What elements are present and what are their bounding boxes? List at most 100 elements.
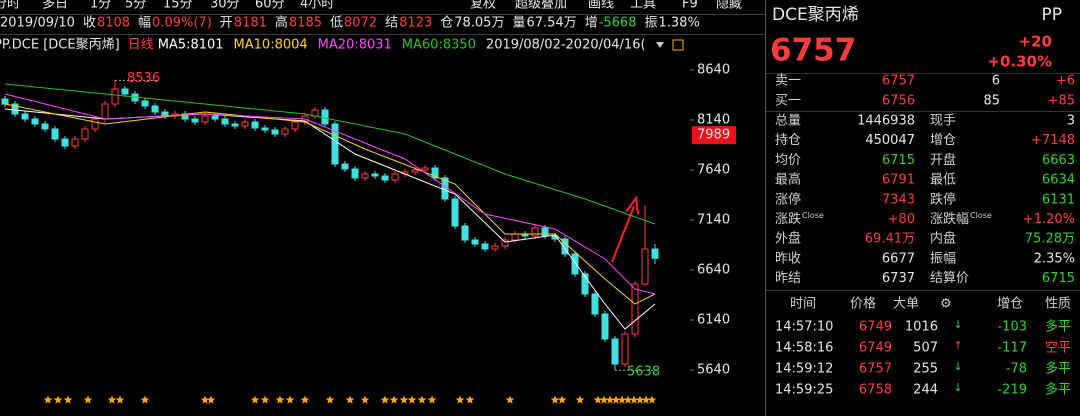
trade-oi-change: -117 — [997, 341, 1027, 356]
event-star[interactable] — [260, 395, 270, 404]
event-star[interactable] — [63, 395, 73, 404]
candle-body — [231, 123, 239, 127]
stat-label: 内盘 — [930, 231, 956, 247]
info-label: 低 — [330, 16, 343, 31]
change: +20 — [1019, 33, 1052, 51]
event-star[interactable] — [389, 395, 399, 404]
lock-icon[interactable] — [672, 39, 684, 51]
candle-body — [1, 98, 9, 105]
event-star[interactable] — [53, 395, 63, 404]
candle-body — [571, 253, 579, 275]
event-star[interactable] — [623, 395, 633, 404]
toolbar-button[interactable]: 画线 — [588, 0, 614, 12]
info-label: 增 — [585, 16, 598, 31]
info-label: 幅 — [138, 16, 151, 31]
candle-body — [601, 313, 609, 340]
toolbar-tab[interactable]: 1分 — [90, 0, 111, 12]
toolbar-tab[interactable]: 多日 — [42, 0, 68, 12]
toolbar-button[interactable]: 复权 — [470, 0, 496, 12]
dropdown-icon[interactable] — [656, 42, 664, 48]
y-tick-label: 5640 — [697, 363, 730, 378]
candle-body — [321, 109, 329, 125]
candle-body — [641, 248, 649, 285]
event-star[interactable] — [505, 395, 515, 404]
trade-type: 多平 — [1045, 361, 1071, 377]
toolbar-tab[interactable]: 15分 — [163, 0, 193, 12]
stat-value: 6715 — [1042, 271, 1075, 286]
event-star[interactable] — [360, 395, 370, 404]
event-star[interactable] — [43, 395, 53, 404]
candle-body — [251, 121, 259, 129]
event-star[interactable] — [345, 395, 355, 404]
stat-value: 450047 — [865, 133, 915, 148]
candle-body — [21, 113, 29, 120]
event-star[interactable] — [325, 395, 335, 404]
toolbar-tab[interactable]: 5分 — [125, 0, 146, 12]
info-value: 8181 — [234, 16, 267, 31]
event-star[interactable] — [455, 395, 465, 404]
stat-value: 6715 — [882, 153, 915, 168]
event-star[interactable] — [140, 395, 150, 404]
event-star[interactable] — [617, 395, 627, 404]
legend-entry: MA60:8350 — [402, 38, 476, 53]
y-tick-label: 7640 — [697, 163, 730, 178]
event-star[interactable] — [465, 395, 475, 404]
candle-body — [91, 118, 99, 130]
stat-value: 6791 — [882, 173, 915, 188]
stat-label: 最低 — [930, 173, 956, 188]
stat-value: 69.41万 — [865, 232, 915, 247]
candle-body — [371, 173, 379, 177]
toolbar-button[interactable]: 工具 — [630, 0, 656, 12]
event-star[interactable] — [206, 395, 216, 404]
candle-body — [281, 128, 289, 135]
event-star[interactable] — [380, 395, 390, 404]
trade-time: 14:58:16 — [775, 341, 833, 356]
event-star[interactable] — [557, 395, 567, 404]
candle-body — [261, 127, 269, 131]
event-star[interactable] — [115, 395, 125, 404]
event-star[interactable] — [550, 395, 560, 404]
event-star[interactable] — [399, 395, 409, 404]
stat-value: +80 — [888, 212, 915, 227]
toolbar-button[interactable]: 超级叠加 — [515, 0, 567, 12]
event-star[interactable] — [593, 395, 603, 404]
event-star[interactable] — [427, 395, 437, 404]
toolbar-tab[interactable]: 60分 — [255, 0, 285, 12]
event-star[interactable] — [107, 395, 117, 404]
stat-value: 7343 — [882, 192, 915, 207]
event-star[interactable] — [611, 395, 621, 404]
event-star[interactable] — [285, 395, 295, 404]
candle-body — [391, 173, 399, 181]
symbol: PP.DCE [DCE聚丙烯] — [0, 38, 120, 53]
event-star[interactable] — [629, 395, 639, 404]
toolbar-tab[interactable]: 4小时 — [300, 0, 334, 12]
toolbar-tab[interactable]: 分时 — [0, 0, 20, 12]
stat-label: 现手 — [930, 114, 956, 129]
candle-body — [51, 128, 59, 140]
candle-body — [71, 138, 79, 147]
toolbar-tab[interactable]: 30分 — [210, 0, 240, 12]
toolbar-button[interactable]: 隐藏 — [716, 0, 742, 12]
event-star[interactable] — [605, 395, 615, 404]
instrument-name: DCE聚丙烯 — [772, 5, 859, 25]
event-star[interactable] — [641, 395, 651, 404]
candle-body — [111, 88, 119, 105]
event-star[interactable] — [300, 395, 310, 404]
toolbar-button[interactable]: F9 — [682, 0, 698, 12]
event-star[interactable] — [417, 395, 427, 404]
stat-label: 持仓 — [775, 133, 801, 148]
trade-time: 14:59:12 — [775, 362, 833, 377]
event-star[interactable] — [575, 395, 585, 404]
event-star[interactable] — [275, 395, 285, 404]
event-star[interactable] — [635, 395, 645, 404]
event-star[interactable] — [250, 395, 260, 404]
legend-entry: MA5:8101 — [158, 38, 224, 53]
event-star[interactable] — [599, 395, 609, 404]
event-star[interactable] — [200, 395, 210, 404]
event-star[interactable] — [647, 395, 657, 404]
y-tick-label: 6640 — [697, 263, 730, 278]
event-star[interactable] — [407, 395, 417, 404]
info-value: 1.38% — [659, 16, 700, 31]
event-star[interactable] — [83, 395, 93, 404]
